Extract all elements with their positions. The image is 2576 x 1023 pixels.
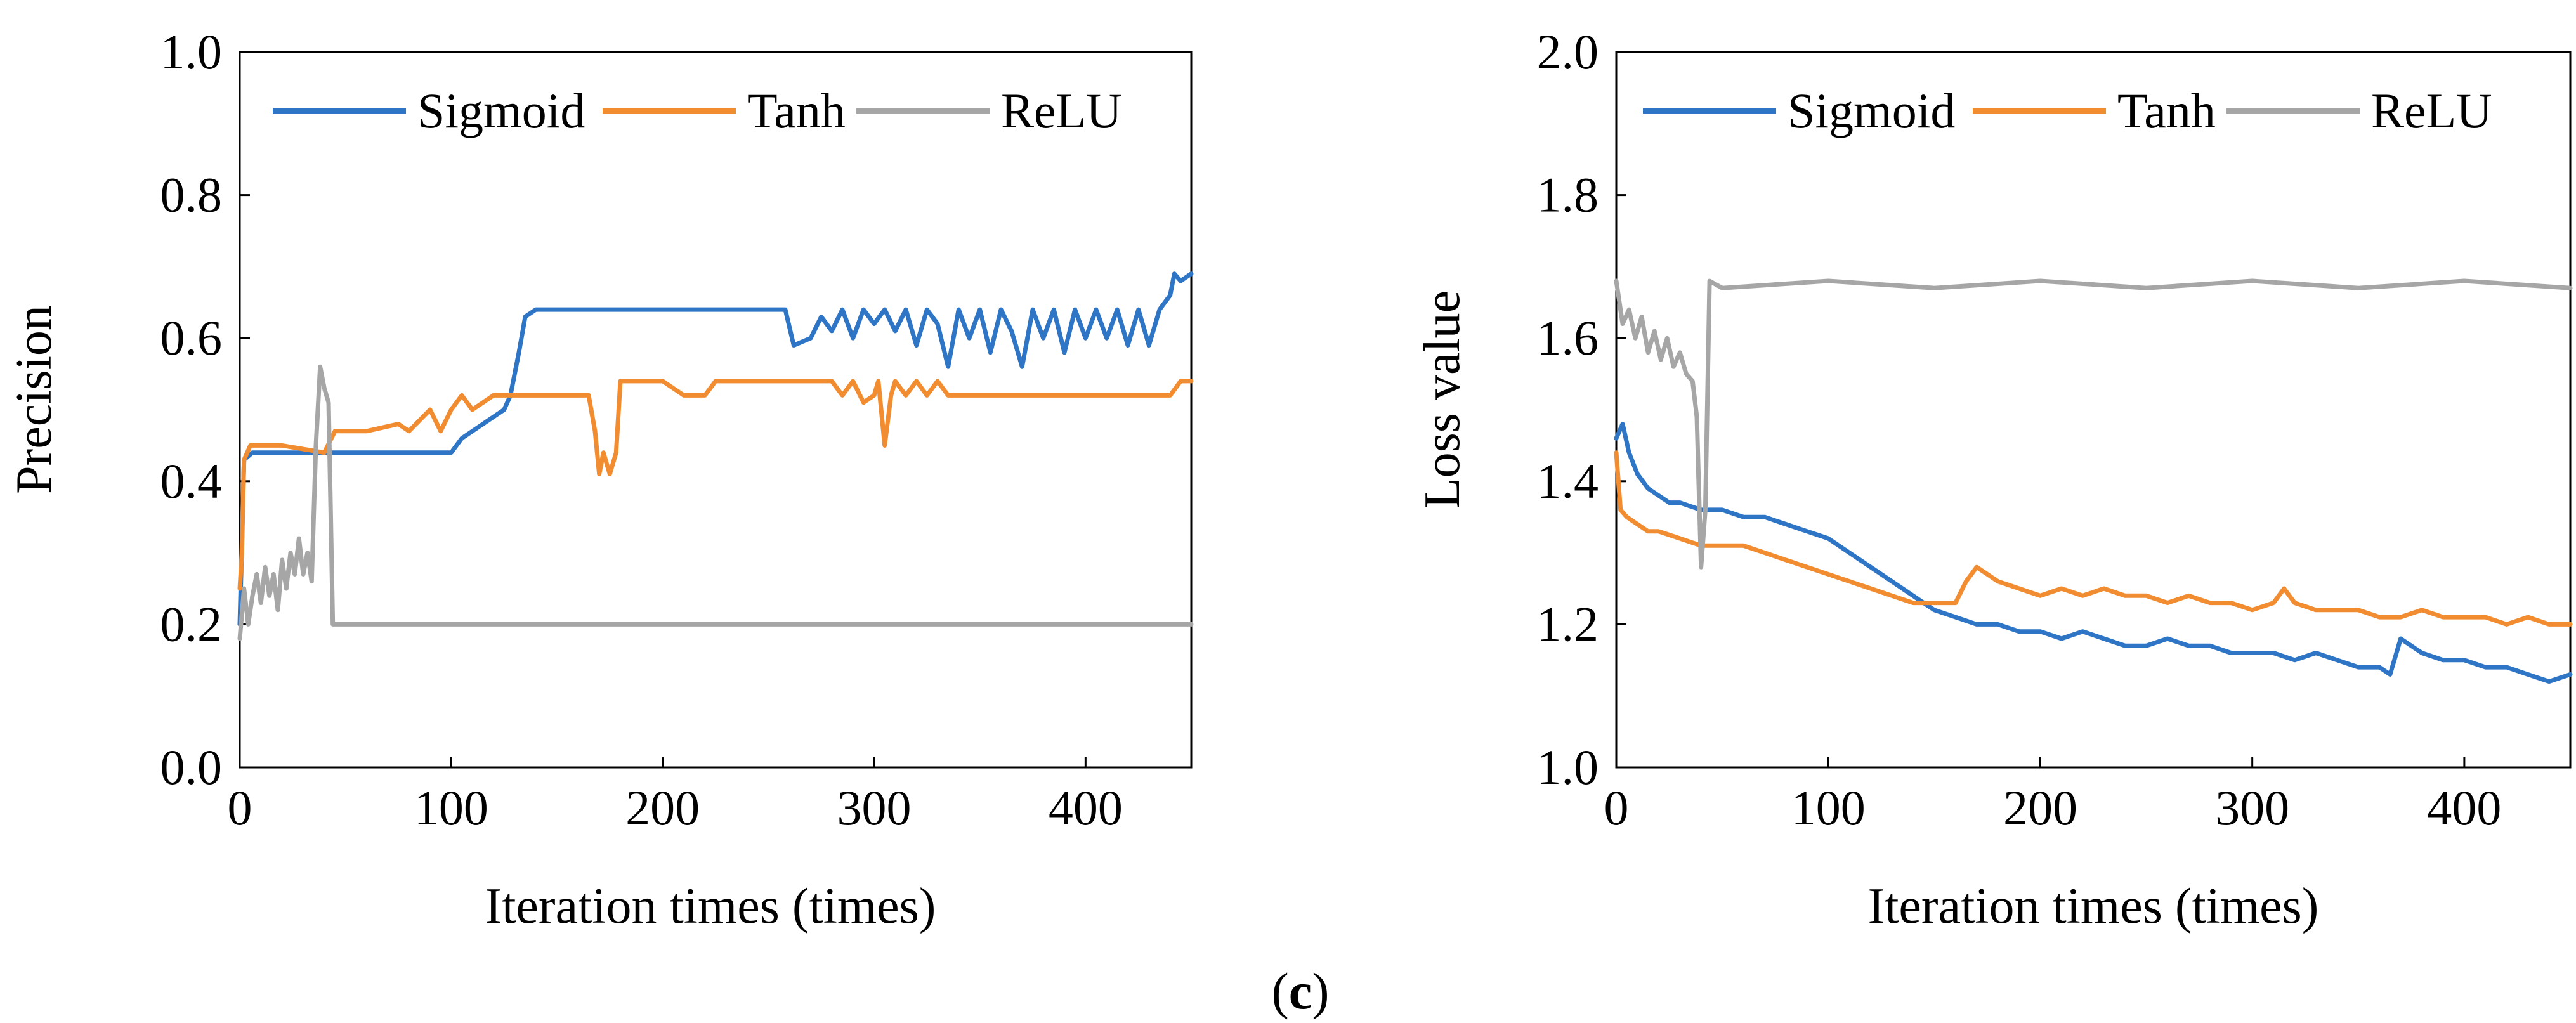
precision-y-axis-title: Precision bbox=[6, 305, 62, 494]
precision-y-tick-label: 0.4 bbox=[160, 453, 223, 509]
precision-chart: 0.0 0.2 0.4 0.6 0.8 1.0 0 100 200 300 400 Sigmoid Ta… bbox=[160, 24, 1194, 835]
loss-legend-label-relu: ReLU bbox=[2371, 83, 2492, 138]
loss-x-tick-label: 200 bbox=[2003, 780, 2077, 835]
precision-y-tick-label: 0.8 bbox=[160, 167, 223, 223]
precision-y-tick-label: 0.2 bbox=[160, 596, 223, 651]
loss-chart: 1.0 1.2 1.4 1.6 1.8 2.0 0 100 200 300 400 Sigmoid Ta… bbox=[1537, 24, 2573, 835]
loss-y-tick-label: 1.2 bbox=[1537, 596, 1599, 651]
caption-letter: c bbox=[1289, 962, 1312, 1020]
loss-y-tick-label: 1.0 bbox=[1537, 740, 1599, 795]
loss-x-tick-label: 400 bbox=[2427, 780, 2501, 835]
precision-y-tick-label: 0.6 bbox=[160, 310, 223, 365]
loss-series-line-tanh bbox=[1614, 450, 2573, 627]
precision-x-tick-label: 300 bbox=[837, 780, 912, 835]
loss-x-tick-label: 100 bbox=[1791, 780, 1866, 835]
precision-x-tick-label: 200 bbox=[625, 780, 700, 835]
loss-series-line-relu bbox=[1614, 278, 2573, 570]
precision-legend-label-relu: ReLU bbox=[1001, 83, 1122, 138]
precision-y-tick-label: 1.0 bbox=[160, 24, 223, 79]
loss-legend-label-tanh: Tanh bbox=[2117, 83, 2216, 138]
precision-x-axis-title: Iteration times (times) bbox=[485, 878, 936, 934]
loss-x-tick-label: 300 bbox=[2215, 780, 2289, 835]
loss-legend: Sigmoid Tanh ReLU bbox=[1643, 83, 2492, 138]
precision-x-tick-label: 0 bbox=[228, 780, 252, 835]
panel-caption: (c) bbox=[1271, 962, 1329, 1020]
caption-close-paren: ) bbox=[1312, 962, 1329, 1020]
precision-plot-frame bbox=[239, 51, 1193, 769]
loss-plot-frame bbox=[1615, 51, 2572, 769]
precision-x-tick-label: 400 bbox=[1049, 780, 1123, 835]
precision-x-tick-label: 100 bbox=[414, 780, 488, 835]
precision-series-line-relu bbox=[237, 364, 1194, 641]
loss-x-axis-title: Iteration times (times) bbox=[1868, 878, 2319, 934]
loss-series-line-sigmoid bbox=[1614, 422, 2573, 684]
loss-y-tick-label: 2.0 bbox=[1537, 24, 1599, 79]
loss-y-axis-title: Loss value bbox=[1415, 290, 1470, 509]
precision-legend-label-tanh: Tanh bbox=[747, 83, 846, 138]
loss-y-tick-label: 1.8 bbox=[1537, 167, 1599, 223]
loss-x-tick-label: 0 bbox=[1604, 780, 1629, 835]
precision-series-line-tanh bbox=[237, 379, 1194, 591]
loss-y-tick-label: 1.4 bbox=[1537, 453, 1599, 509]
precision-series-line-sigmoid bbox=[237, 271, 1194, 627]
precision-legend: Sigmoid Tanh ReLU bbox=[273, 83, 1122, 138]
caption-open-paren: ( bbox=[1271, 962, 1288, 1020]
loss-y-tick-label: 1.6 bbox=[1537, 310, 1599, 365]
precision-y-tick-label: 0.0 bbox=[160, 740, 223, 795]
loss-legend-label-sigmoid: Sigmoid bbox=[1788, 83, 1955, 138]
precision-legend-label-sigmoid: Sigmoid bbox=[417, 83, 585, 138]
